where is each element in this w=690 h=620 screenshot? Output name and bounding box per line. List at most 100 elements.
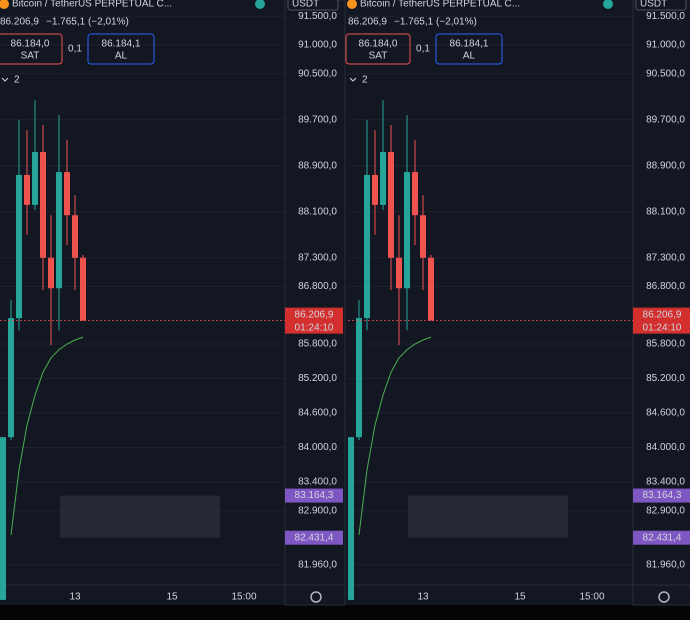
candle-body (24, 174, 30, 205)
price-axis (284, 0, 346, 606)
candle-body (356, 318, 362, 438)
symbol-title: Bitcoin / TetherUS PERPETUAL C... (360, 0, 520, 10)
currency[interactable]: USDT (292, 0, 319, 10)
candle-body (16, 174, 22, 319)
buy-label[interactable]: AL (463, 51, 476, 62)
candle-body (48, 257, 54, 289)
y-tick-label: 90.500,0 (298, 68, 337, 79)
sell-label[interactable]: SAT (21, 51, 40, 62)
buy-button[interactable] (435, 33, 503, 65)
header-price: 86.206,9 (0, 17, 39, 28)
buy-button[interactable] (87, 33, 155, 65)
header-price: 86.206,9 (348, 17, 387, 28)
y-tick-label: 83.400,0 (646, 477, 685, 488)
y-tick-label: 82.900,0 (298, 505, 337, 516)
x-tick-label: 15 (514, 592, 526, 603)
candle-body (40, 151, 46, 258)
level-label: 82.431,4 (295, 532, 334, 543)
y-tick-label: 81.960,0 (646, 559, 685, 570)
y-tick-label: 86.800,0 (646, 281, 685, 292)
y-tick-label: 84.000,0 (646, 442, 685, 453)
y-tick-label: 89.700,0 (298, 114, 337, 125)
x-tick-label: 15:00 (231, 592, 256, 603)
indicator-count[interactable]: 2 (14, 75, 20, 86)
moving-average (10, 336, 84, 535)
last-price-label: 86.206,9 (295, 309, 334, 320)
level-box (285, 488, 343, 503)
level-label: 83.164,3 (295, 490, 334, 501)
candle-body (0, 437, 6, 600)
y-tick-label: 87.300,0 (646, 252, 685, 263)
range-box (60, 495, 220, 538)
candle-body (404, 172, 410, 289)
settings-icon[interactable] (658, 591, 670, 603)
chevron[interactable] (1, 77, 9, 82)
y-tick-label: 87.300,0 (298, 252, 337, 263)
spread: 0,1 (68, 44, 82, 55)
y-tick-label: 85.200,0 (646, 373, 685, 384)
candle-body (56, 172, 62, 289)
y-tick-label: 85.800,0 (646, 339, 685, 350)
candle-body (412, 172, 418, 216)
candle-body (348, 437, 354, 600)
sell-price[interactable]: 86.184,0 (359, 39, 398, 50)
last-price-label: 86.206,9 (643, 309, 682, 320)
buy-price[interactable]: 86.184,1 (102, 39, 141, 50)
y-tick-label: 83.400,0 (298, 477, 337, 488)
sell-label[interactable]: SAT (369, 51, 388, 62)
last-price-box (633, 307, 690, 334)
level-box (633, 530, 690, 545)
sell-price[interactable]: 86.184,0 (11, 39, 50, 50)
buy-price[interactable]: 86.184,1 (450, 39, 489, 50)
indicator-count[interactable]: 2 (362, 75, 368, 86)
level-box (285, 530, 343, 545)
currency[interactable]: USDT (640, 0, 667, 10)
symbol-title: Bitcoin / TetherUS PERPETUAL C... (12, 0, 172, 10)
sell-button[interactable] (345, 33, 411, 65)
spread: 0,1 (416, 44, 430, 55)
last-price-box (285, 307, 343, 334)
chevron[interactable] (349, 77, 357, 82)
y-tick-label: 85.800,0 (298, 339, 337, 350)
level-label: 83.164,3 (643, 490, 682, 501)
y-tick-label: 90.500,0 (646, 68, 685, 79)
level-box (633, 488, 690, 503)
candle-body (32, 151, 38, 205)
candle-body (372, 174, 378, 205)
candle-body (396, 257, 402, 289)
range-box (408, 495, 568, 538)
y-tick-label: 84.000,0 (298, 442, 337, 453)
candle-body (388, 151, 394, 258)
x-tick-label: 15:00 (579, 592, 604, 603)
buy-label[interactable]: AL (115, 51, 128, 62)
candle-body (380, 151, 386, 205)
moving-average (358, 336, 432, 535)
y-tick-label: 85.200,0 (298, 373, 337, 384)
countdown: 01:24:10 (643, 322, 682, 333)
candle-body (420, 215, 426, 258)
level-label: 82.431,4 (643, 532, 682, 543)
y-tick-label: 88.100,0 (298, 206, 337, 217)
y-tick-label: 82.900,0 (646, 505, 685, 516)
y-tick-label: 91.000,0 (298, 40, 337, 51)
y-tick-label: 84.600,0 (298, 408, 337, 419)
x-tick-label: 13 (69, 592, 81, 603)
sell-button[interactable] (0, 33, 63, 65)
y-tick-label: 81.960,0 (298, 559, 337, 570)
currency-box[interactable] (287, 0, 339, 11)
settings-icon[interactable] (310, 591, 322, 603)
price-axis (632, 0, 690, 606)
y-tick-label: 84.600,0 (646, 408, 685, 419)
candle-body (72, 215, 78, 258)
currency-box[interactable] (635, 0, 687, 11)
bottom-strip (0, 605, 690, 620)
y-tick-label: 88.900,0 (298, 160, 337, 171)
y-tick-label: 86.800,0 (298, 281, 337, 292)
candle-body (364, 174, 370, 319)
y-tick-label: 91.500,0 (646, 11, 685, 22)
candle-body (64, 172, 70, 216)
symbol-icon (347, 0, 357, 9)
candle-body (8, 318, 14, 438)
